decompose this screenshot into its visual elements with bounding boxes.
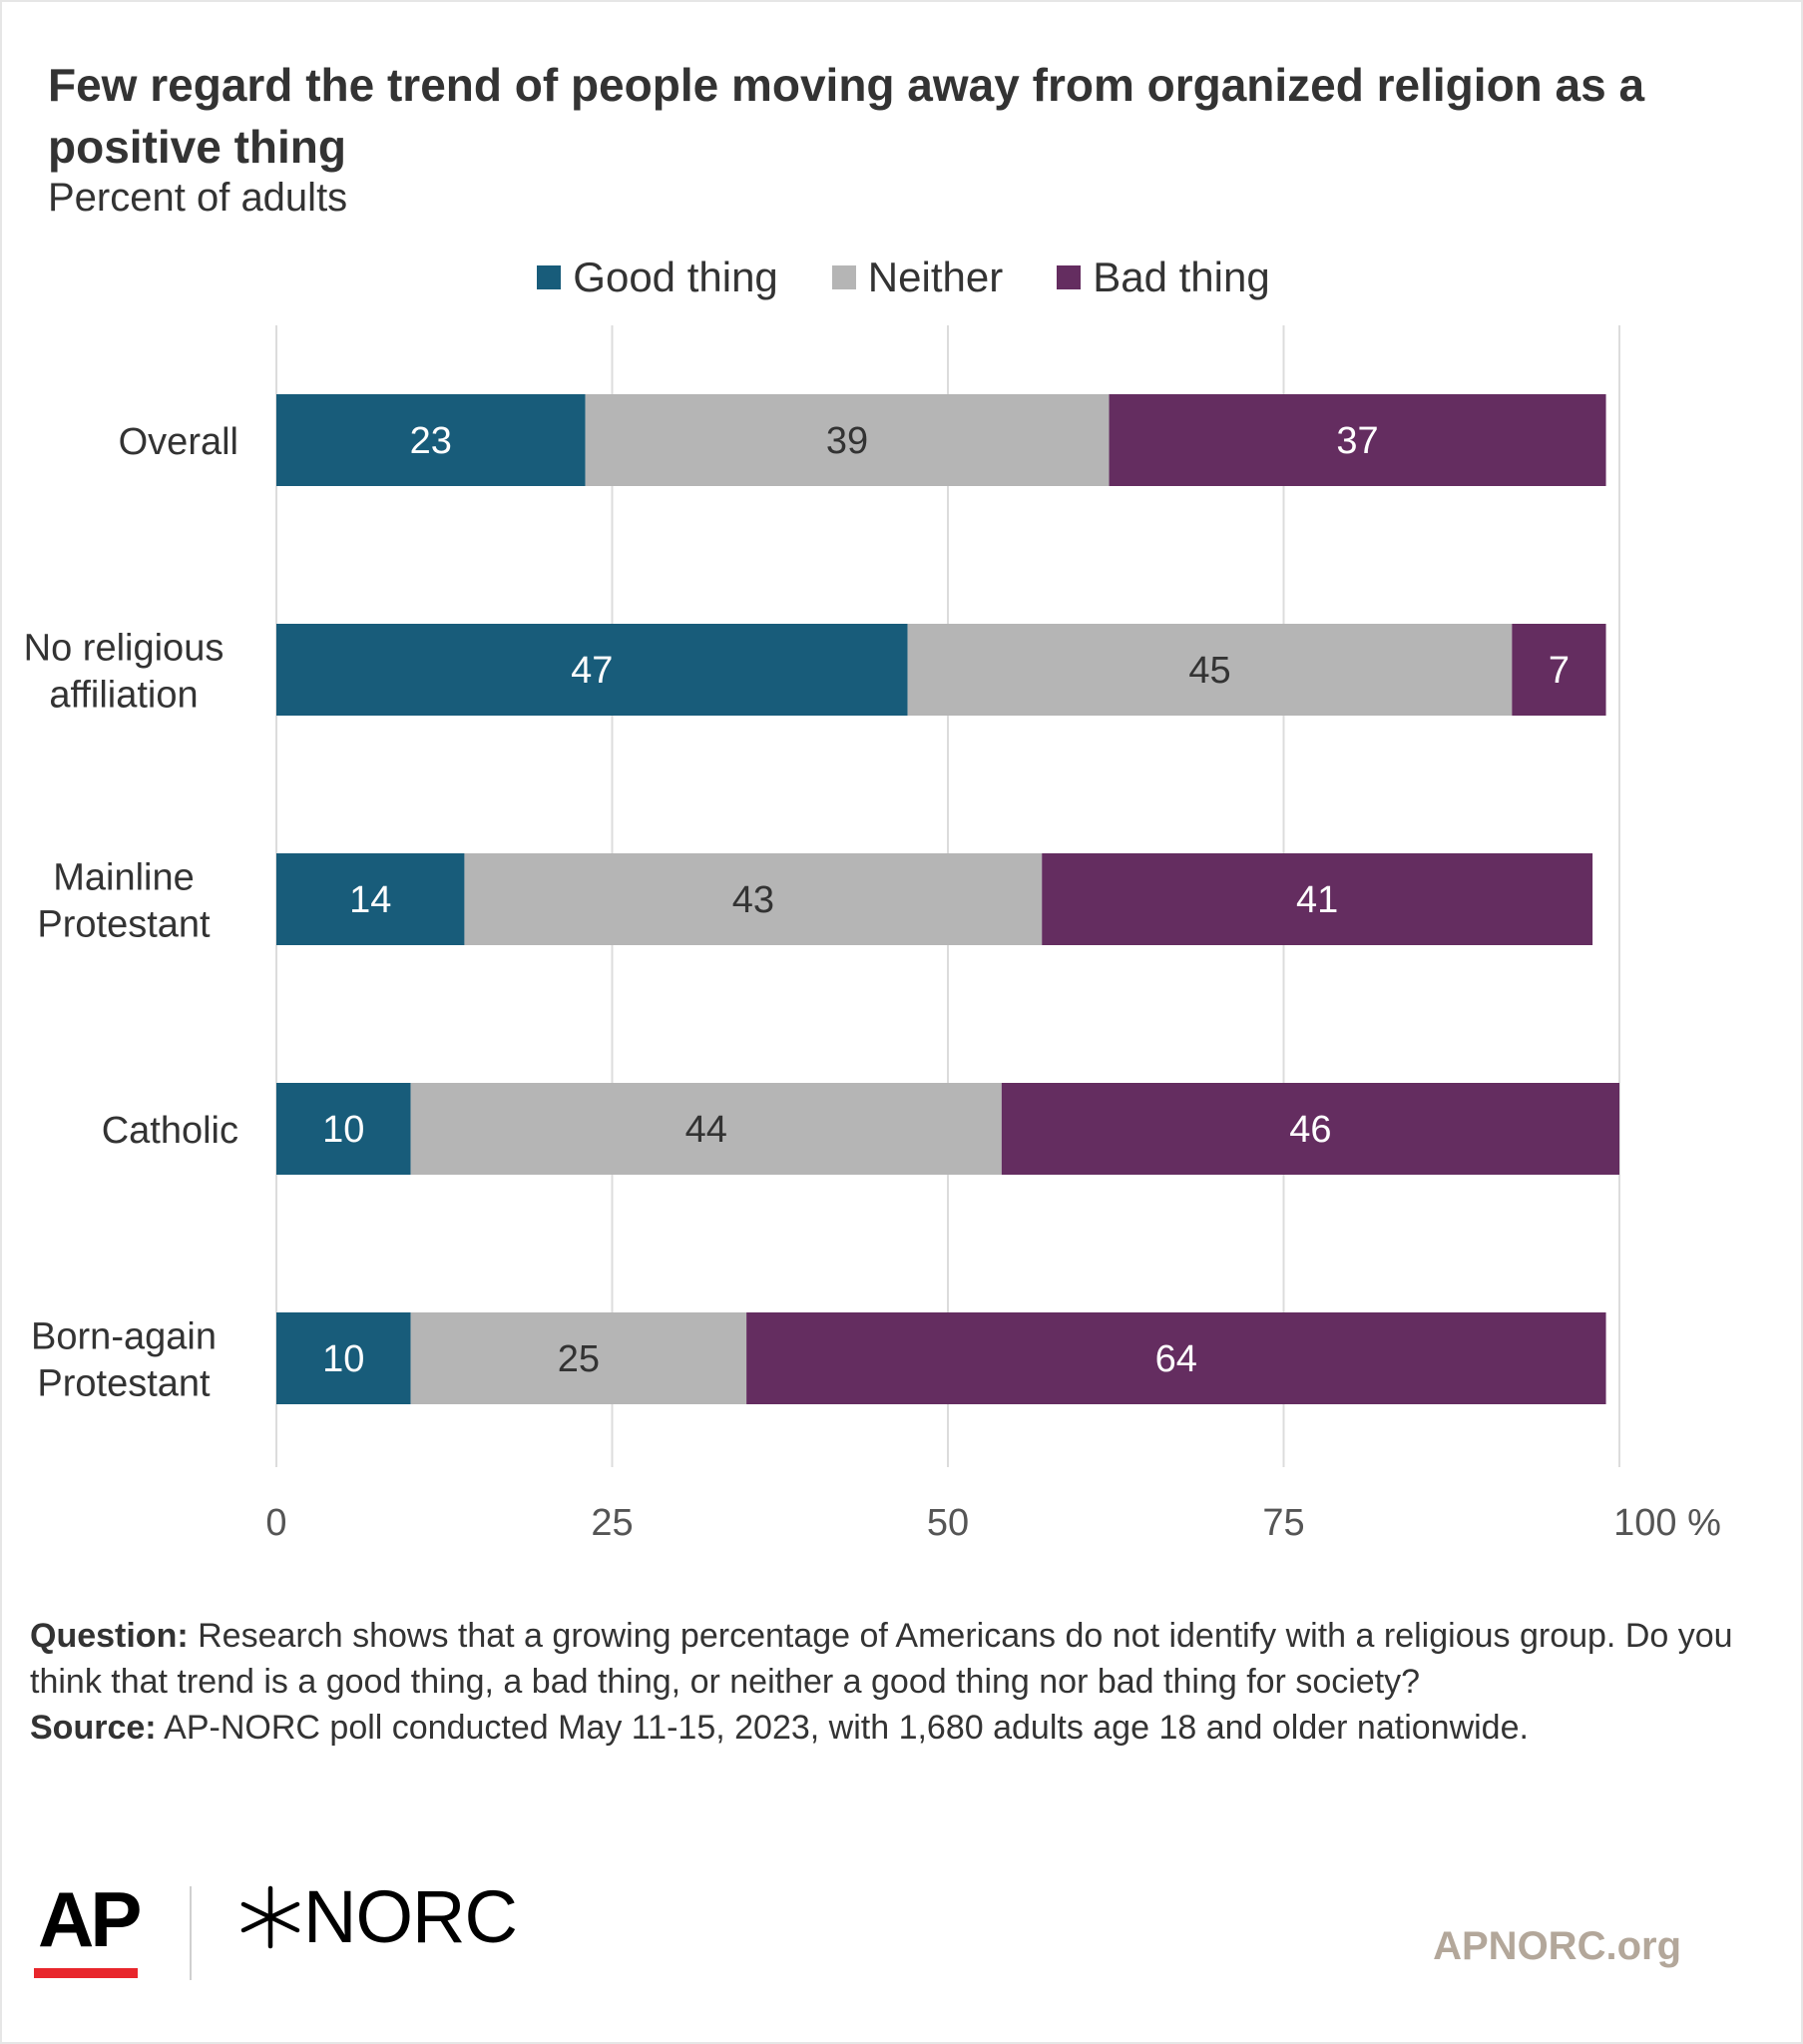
norc-logo: NORC (237, 1874, 518, 1959)
legend-item: Good thing (537, 254, 778, 301)
question-note: Question: Research shows that a growing … (30, 1613, 1766, 1705)
chart-title: Few regard the trend of people moving aw… (48, 59, 1645, 173)
data-label: 39 (826, 420, 868, 462)
source-label: Source: (30, 1709, 157, 1747)
bar-segment (276, 1312, 411, 1404)
bar-segment (1042, 853, 1593, 945)
x-tick-label: 75 (1262, 1502, 1304, 1544)
data-label: 23 (410, 420, 452, 462)
logo-divider (190, 1886, 192, 1980)
chart-notes: Question: Research shows that a growing … (30, 1613, 1766, 1751)
ap-logo-bar (34, 1968, 138, 1978)
legend-label: Good thing (573, 254, 778, 300)
category-label: Mainline Protestant (37, 857, 211, 946)
legend-swatch (831, 265, 856, 289)
data-label: 44 (685, 1109, 727, 1151)
legend-item: Bad thing (1057, 254, 1270, 301)
data-label: 7 (1549, 650, 1570, 692)
data-label: 37 (1336, 420, 1378, 462)
category-label: Born-again Protestant (31, 1316, 217, 1405)
bar-segment (746, 1312, 1606, 1404)
chart-subtitle: Percent of adults (48, 176, 348, 220)
bar-segment (1109, 394, 1606, 486)
category-label: No religious affiliation (24, 628, 225, 717)
category-label: Catholic (102, 1110, 238, 1152)
data-label: 10 (322, 1338, 364, 1380)
legend-label: Bad thing (1093, 254, 1270, 300)
data-label: 43 (732, 879, 774, 921)
data-label: 41 (1296, 879, 1338, 921)
data-label: 46 (1289, 1109, 1331, 1151)
category-label: Overall (119, 421, 238, 463)
ap-logo: AP (38, 1875, 142, 1963)
legend: Good thing Neither Bad thing (2, 250, 1803, 305)
legend-swatch (1057, 265, 1082, 289)
bar-segment (585, 394, 1110, 486)
legend-label: Neither (867, 254, 1004, 300)
bar-segment (1001, 1083, 1619, 1175)
norc-star-icon (240, 1885, 300, 1948)
bar-segment (276, 1083, 411, 1175)
bar-segment (907, 624, 1513, 716)
data-label: 47 (571, 650, 613, 692)
data-label: 14 (349, 879, 391, 921)
data-label: 25 (558, 1338, 600, 1380)
site-url: APNORC.org (1433, 1924, 1681, 1968)
question-label: Question: (30, 1617, 189, 1655)
bar-segment (410, 1083, 1002, 1175)
x-tick-label: 25 (591, 1502, 633, 1544)
legend-swatch (537, 265, 562, 289)
norc-logo-text: NORC (303, 1875, 518, 1958)
legend-item: Neither (831, 254, 1004, 301)
data-label: 64 (1155, 1338, 1197, 1380)
bar-segment (276, 624, 908, 716)
stacked-bar-chart: 0 25 50 75 100 % Overall 23 39 37 No religious aff… (24, 325, 1721, 1544)
source-text: AP-NORC poll conducted May 11-15, 2023, … (164, 1709, 1529, 1747)
data-label: 10 (322, 1109, 364, 1151)
x-tick-label: 50 (927, 1502, 969, 1544)
bar-segment (276, 394, 586, 486)
question-text: Research shows that a growing percentage… (30, 1617, 1733, 1701)
bar-segment (464, 853, 1043, 945)
source-note: Source: AP-NORC poll conducted May 11-15… (30, 1705, 1766, 1751)
bar-segment (1512, 624, 1606, 716)
bar-segment (410, 1312, 747, 1404)
data-label: 45 (1188, 650, 1230, 692)
bar-segment (276, 853, 465, 945)
x-tick-label: 100 % (1613, 1502, 1721, 1544)
x-tick-label: 0 (265, 1502, 286, 1544)
